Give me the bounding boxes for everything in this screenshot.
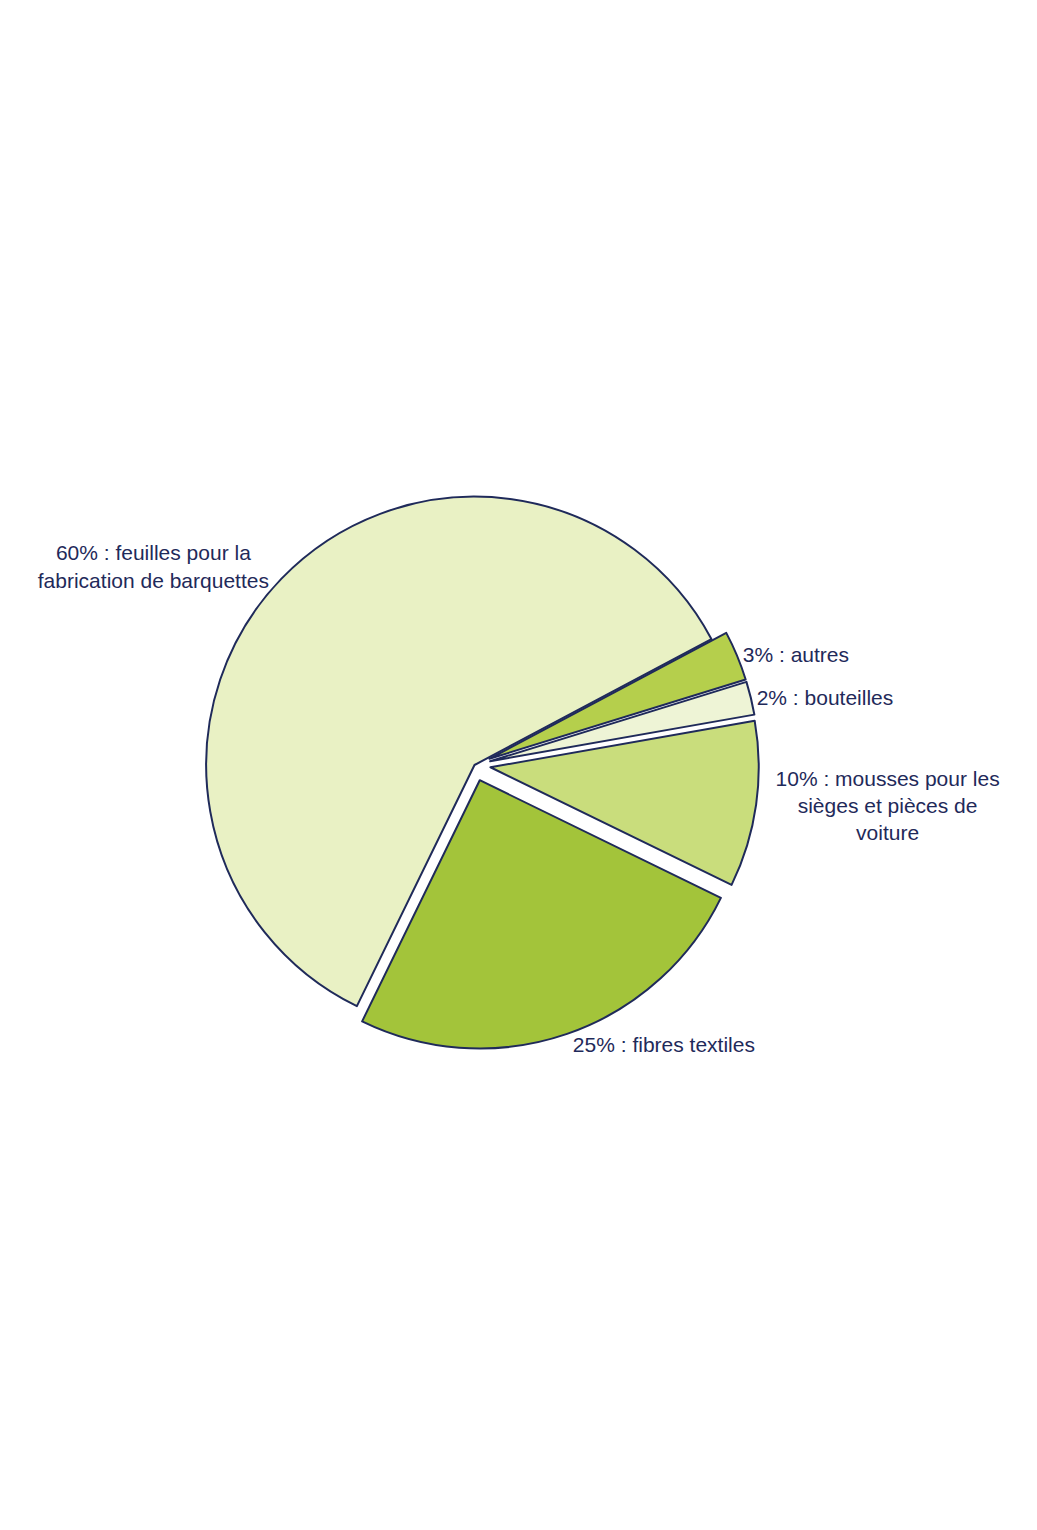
svg-text:10% : mousses pour lessièges e: 10% : mousses pour lessièges et pièces d… [776,767,1000,845]
svg-text:60% : feuilles pour lafabricat: 60% : feuilles pour lafabrication de bar… [38,541,269,591]
svg-text:25% : fibres textiles: 25% : fibres textiles [573,1033,755,1056]
svg-text:3% : autres: 3% : autres [743,643,849,666]
svg-text:2% : bouteilles: 2% : bouteilles [757,686,894,709]
